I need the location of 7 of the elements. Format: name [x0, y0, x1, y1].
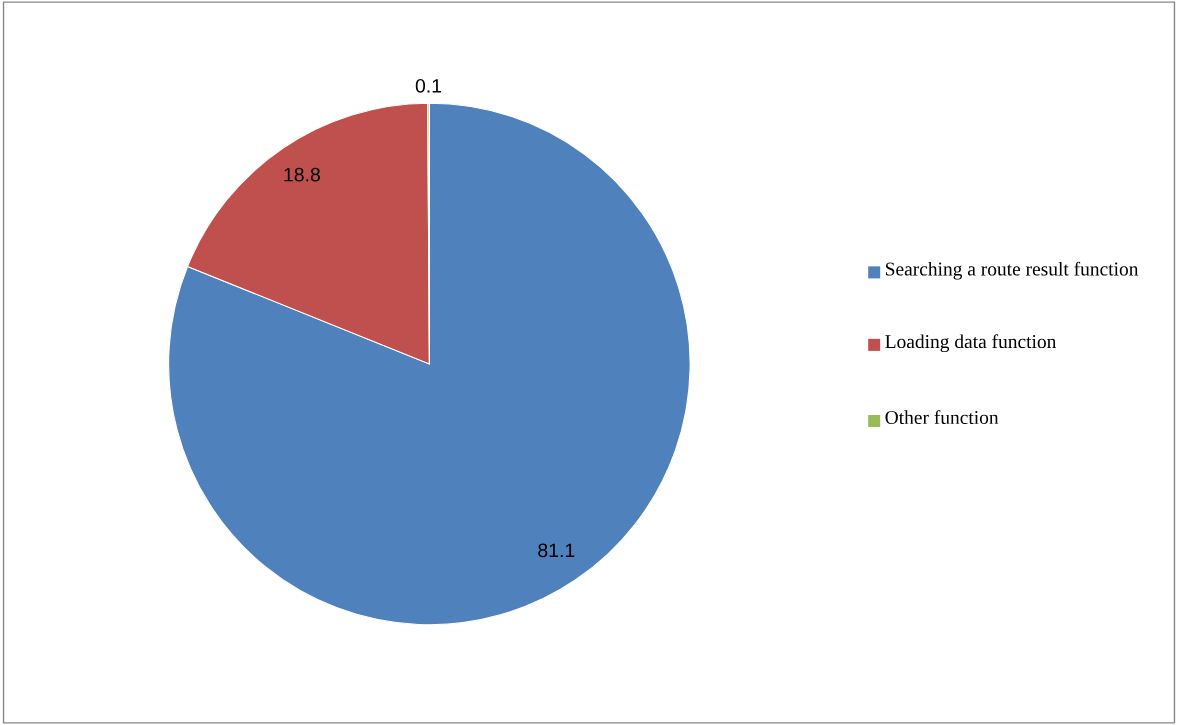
data-label: 0.1 [415, 78, 442, 93]
legend-label: Other function [885, 410, 999, 425]
data-label: 81.1 [538, 543, 575, 558]
pie-slice [168, 102, 691, 626]
legend-label: Loading data function [885, 334, 1057, 353]
legend-label: Searching a route result function [885, 261, 1139, 280]
data-label: 18.8 [284, 167, 320, 182]
